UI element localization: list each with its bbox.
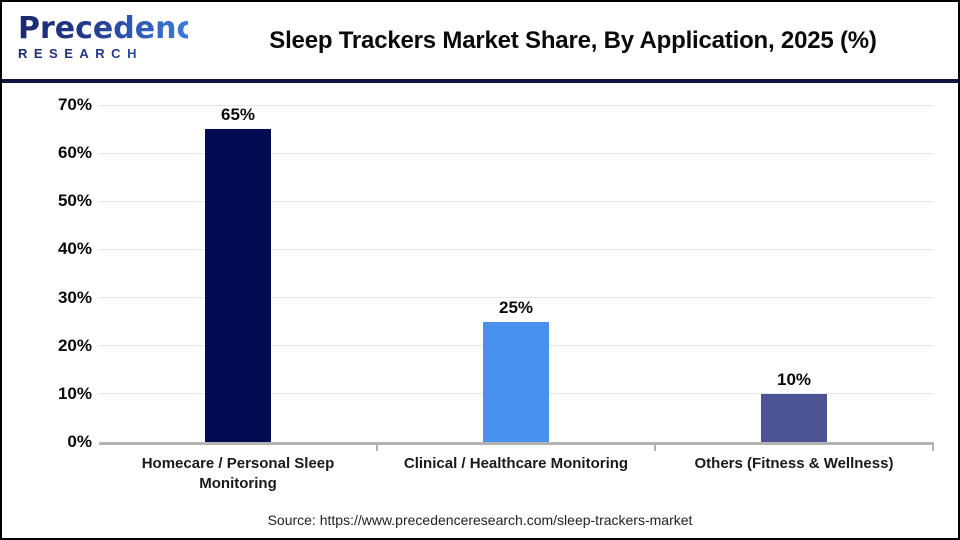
gridline [99,248,933,250]
y-axis-tick-label: 10% [57,383,92,403]
bar-value-label: 65% [220,105,256,125]
precedence-research-logo: Precedence RESEARCH [18,11,215,61]
logo-wordmark: Precedence [18,11,215,46]
bar-1 [205,129,271,442]
x-axis-category-label: Homecare / Personal Sleep Monitoring [141,455,335,493]
chart-title: Sleep Trackers Market Share, By Applicat… [269,26,877,54]
bar-2 [483,321,549,442]
bar-chart: 70% 60% 50% 40% 30% 20% 10% 0% 65% Homecare / Per… [2,83,958,538]
source-caption: Source: https://www.precedenceresearch.c… [267,512,693,528]
bar-3 [761,393,827,442]
y-axis-tick-label: 0% [67,432,92,451]
y-axis-tick-label: 20% [57,335,92,355]
bar-value-label: 10% [776,369,812,389]
header-divider [2,79,958,83]
gridline [99,297,933,299]
gridline [99,200,933,202]
x-axis-category-label: Others (Fitness & Wellness) [694,455,894,472]
bar-value-label: 25% [498,297,534,317]
x-axis-category-label: Clinical / Healthcare Monitoring [403,455,629,472]
y-axis-tick-label: 60% [57,143,92,163]
y-axis-tick-label: 70% [57,95,92,114]
x-axis-tick [376,442,378,451]
logo-subtext: RESEARCH [18,47,188,60]
x-axis-tick [654,442,656,451]
title-container: Sleep Trackers Market Share, By Applicat… [188,2,958,79]
gridline [99,104,933,106]
y-axis-tick-label: 50% [57,191,92,211]
x-axis-tick [932,442,934,451]
gridline [99,152,933,154]
header: Precedence RESEARCH Sleep Trackers Marke… [2,2,958,79]
x-axis-line [99,442,933,445]
y-axis-tick-label: 30% [57,287,92,307]
y-axis-tick-label: 40% [57,239,92,259]
